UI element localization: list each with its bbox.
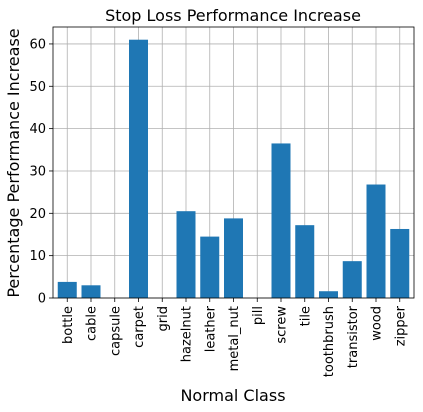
chart-title: Stop Loss Performance Increase [105, 6, 361, 25]
y-tick-label: 40 [29, 122, 46, 137]
x-tick-label: tile [298, 306, 313, 326]
y-tick-label: 50 [29, 80, 46, 95]
x-tick-label: cable [85, 306, 100, 341]
bar-leather [200, 236, 220, 298]
y-ticks: 0 10 20 30 40 50 60 [29, 37, 53, 307]
bar-carpet [129, 39, 148, 298]
x-tick-label: metal_nut [227, 306, 242, 371]
y-tick-label: 20 [29, 207, 46, 222]
x-tick-label: toothbrush [322, 306, 337, 377]
x-tick-label: leather [203, 305, 218, 352]
bar-tile [295, 225, 315, 298]
x-tick-label: transistor [346, 305, 361, 368]
x-tick-label: capsule [108, 306, 123, 356]
x-tick-label: wood [370, 306, 385, 341]
bar-zipper [390, 228, 410, 298]
bar-hazelnut [176, 211, 196, 298]
bar-cable [81, 285, 101, 298]
bar-screw [271, 143, 291, 298]
y-tick-label: 0 [38, 292, 46, 307]
bar-metal-nut [224, 218, 243, 298]
x-tick-label: zipper [393, 305, 408, 346]
x-tick-label: bottle [61, 306, 76, 344]
bar-wood [366, 184, 386, 298]
y-axis-label: Percentage Performance Increase [4, 28, 23, 297]
y-tick-label: 10 [29, 249, 46, 264]
y-tick-label: 60 [29, 37, 46, 52]
y-tick-label: 30 [29, 164, 46, 179]
x-axis-label: Normal Class [180, 386, 285, 405]
bar-bottle [57, 281, 77, 298]
bar-toothbrush [319, 291, 338, 298]
x-tick-label: screw [275, 306, 290, 344]
bar-transistor [342, 261, 362, 298]
x-ticks: bottle cable capsule carpet grid hazelnut leat… [61, 298, 408, 377]
x-tick-label: hazelnut [180, 306, 195, 362]
x-tick-label: carpet [132, 306, 147, 348]
x-tick-label: pill [251, 306, 266, 325]
x-tick-label: grid [156, 306, 171, 331]
bars-layer [57, 39, 410, 298]
